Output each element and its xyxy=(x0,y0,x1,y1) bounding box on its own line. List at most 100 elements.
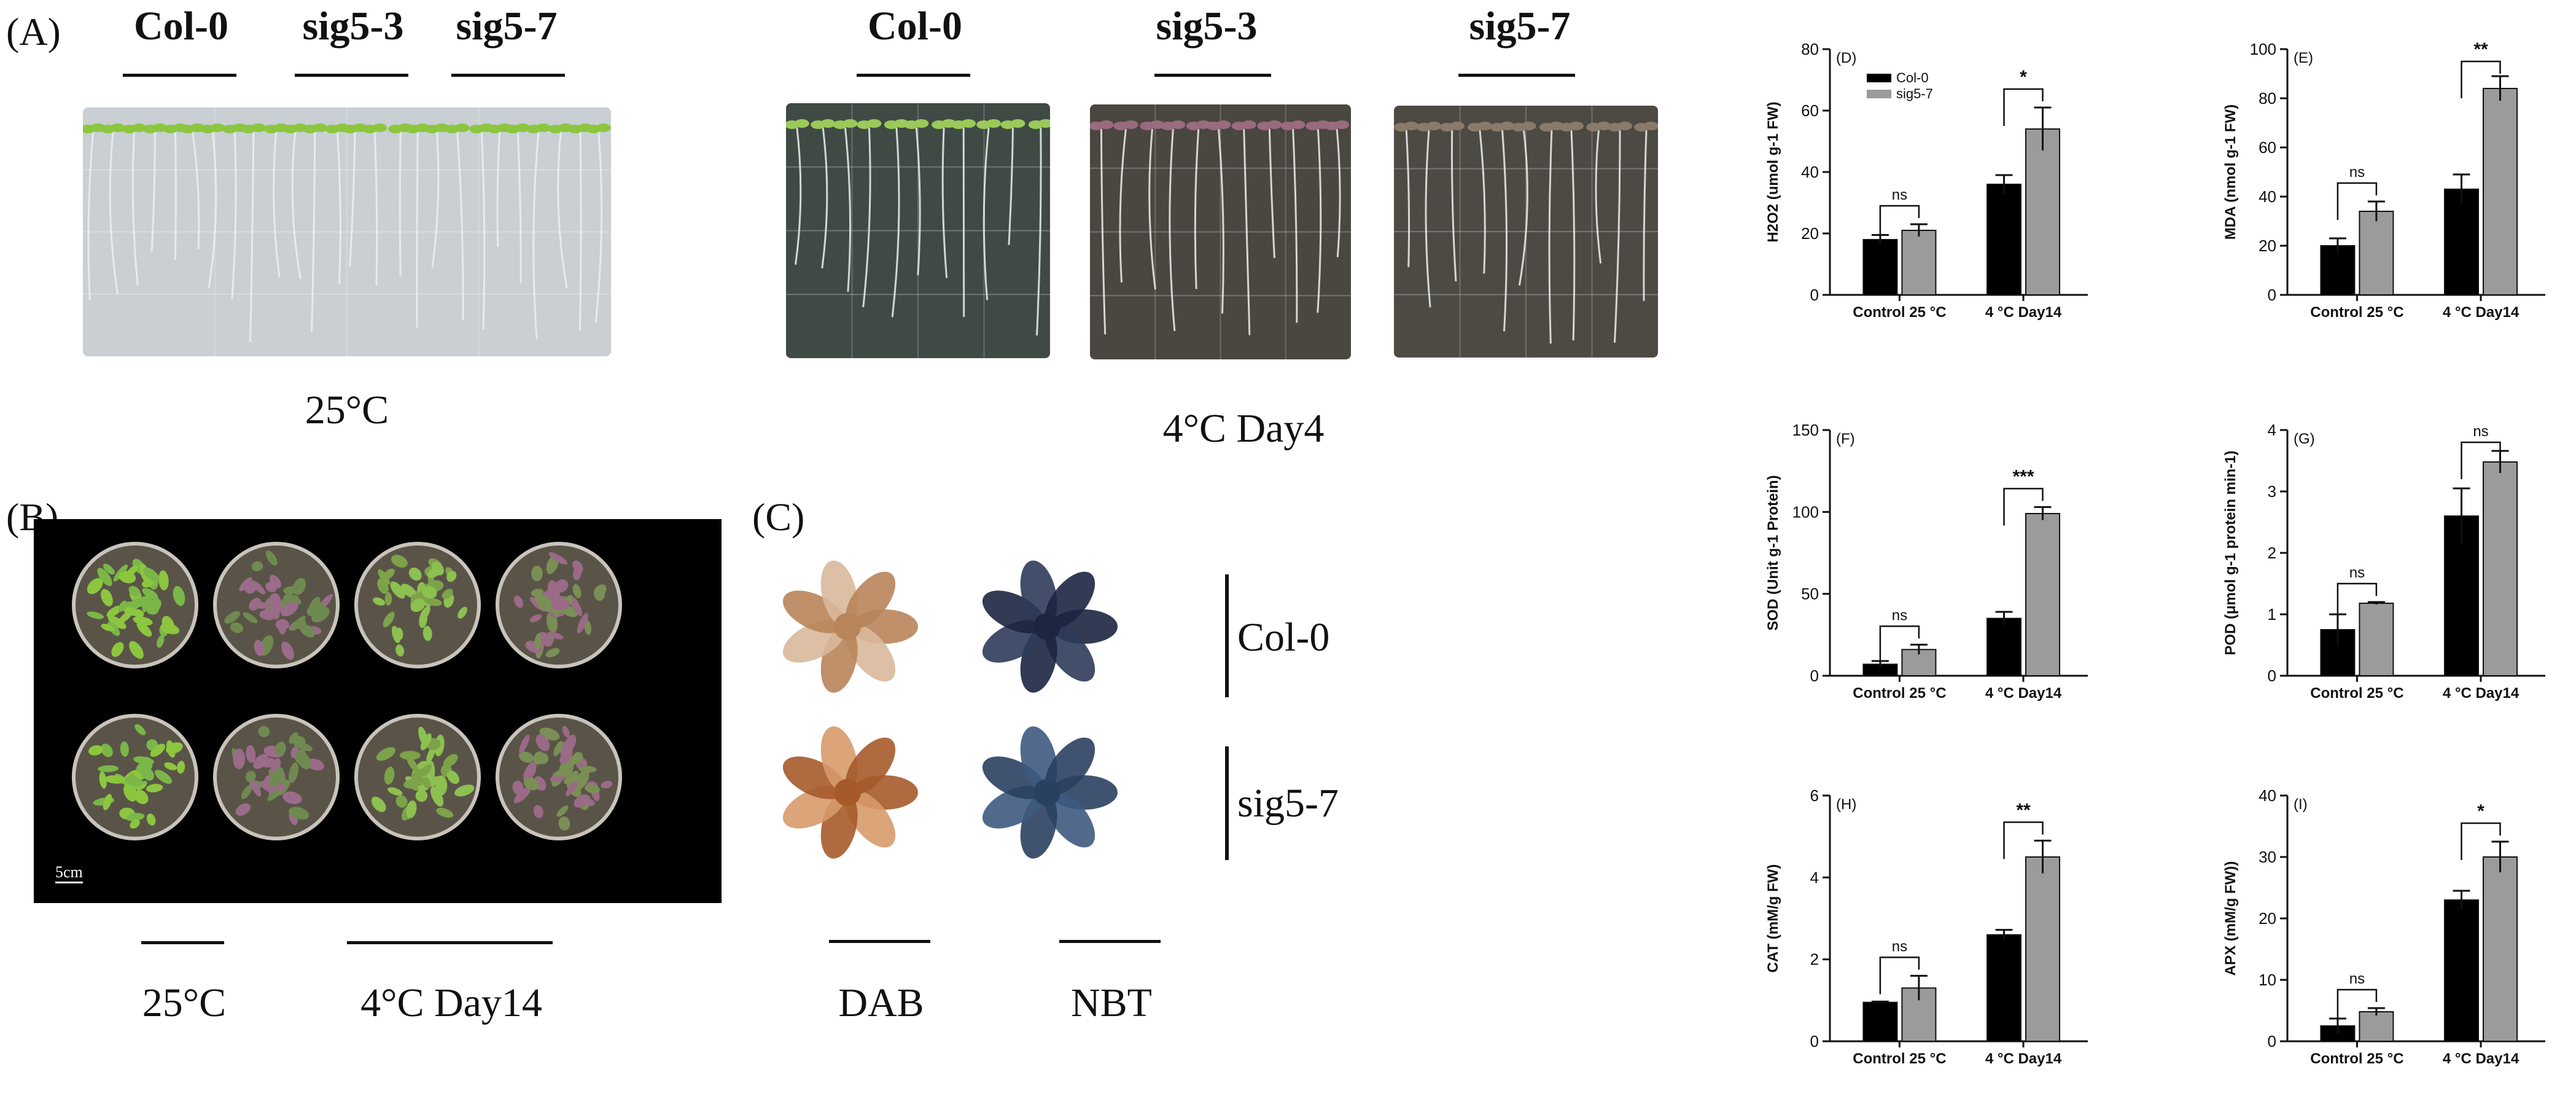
y-axis-label: APX (mM/g FW)) xyxy=(2222,861,2239,976)
bar-col-0 xyxy=(1863,1003,1897,1041)
y-tick-label: 60 xyxy=(2259,138,2276,157)
legend-swatch-col-0 xyxy=(1867,74,1891,82)
seedling-leaf xyxy=(961,119,976,128)
stained-rosette-center xyxy=(834,613,861,640)
seedling-plate-photo-cold-col0 xyxy=(786,103,1050,358)
bar-sig5-7 xyxy=(1902,230,1936,295)
chart-panel-letter: (E) xyxy=(2294,50,2313,66)
y-tick-label: 100 xyxy=(2250,40,2276,58)
seedling-root xyxy=(175,132,176,260)
seedling-leaf xyxy=(313,123,327,132)
row-label-col0: Col-0 xyxy=(1237,614,1372,661)
bar-sig5-7 xyxy=(2359,211,2393,295)
row-bracket-sig57 xyxy=(1225,746,1229,860)
significance-label: * xyxy=(2477,801,2485,821)
bar-sig5-7 xyxy=(2026,129,2060,295)
seedling-plate-photo-cold-sig57 xyxy=(1394,106,1658,358)
stained-rosette-center xyxy=(834,779,861,806)
seedling-leaf xyxy=(1099,120,1113,129)
seedling-leaf xyxy=(1477,122,1492,130)
y-tick-label: 2 xyxy=(1810,950,1819,969)
y-axis-label: SOD (Unit g-1 Protein) xyxy=(1765,475,1781,630)
rosette-leaf xyxy=(531,566,543,582)
genotype-underline xyxy=(123,74,236,77)
y-tick-label: 40 xyxy=(2259,187,2276,206)
bar-col-0 xyxy=(2445,900,2478,1041)
seedling-leaf xyxy=(1569,122,1584,130)
y-tick-label: 80 xyxy=(1801,40,1819,58)
significance-label: * xyxy=(2020,67,2027,87)
seedling-leaf xyxy=(372,123,387,132)
significance-label: ** xyxy=(2016,800,2031,820)
chart-panel-letter: (D) xyxy=(1836,50,1856,66)
condition-label-4c-day4: 4°C Day4 xyxy=(1099,405,1388,452)
stained-leaves-photo xyxy=(758,534,1200,878)
y-tick-label: 40 xyxy=(1801,163,1819,181)
seedling-leaf xyxy=(866,119,881,128)
rosette-pots-photo: 5cm xyxy=(34,519,722,903)
stain-underline xyxy=(829,940,930,943)
significance-label: ns xyxy=(2349,971,2365,987)
genotype-underline xyxy=(857,74,970,77)
genotype-underline xyxy=(451,74,565,77)
bar-col-0 xyxy=(1863,240,1897,295)
y-axis-label: MDA (nmol g-1 FW) xyxy=(2222,104,2239,240)
seedling-leaf xyxy=(820,119,835,128)
x-category-label: Control 25 °C xyxy=(2310,304,2403,321)
significance-label: ns xyxy=(1892,607,1907,624)
genotype-label-sig57-a-left: sig5-7 xyxy=(430,3,583,50)
y-tick-label: 6 xyxy=(1810,786,1819,805)
seedling-leaf xyxy=(795,119,809,128)
seedling-leaf xyxy=(1123,120,1138,129)
legend-label: Col-0 xyxy=(1896,70,1929,85)
seedling-leaf xyxy=(251,123,266,132)
bar-sig5-7 xyxy=(2483,857,2517,1041)
bar-sig5-7 xyxy=(2483,462,2517,676)
x-category-label: 4 °C Day14 xyxy=(1985,304,2062,321)
seedling-root xyxy=(417,132,418,327)
y-tick-label: 0 xyxy=(2268,286,2276,304)
y-axis-label: H2O2 (umol g-1 FW) xyxy=(1765,101,1781,242)
seedling-leaf xyxy=(1267,120,1282,129)
bar-sig5-7 xyxy=(2483,88,2517,295)
seedling-leaf xyxy=(1617,122,1632,130)
stained-rosette-center xyxy=(1033,613,1060,640)
y-tick-label: 4 xyxy=(2268,421,2276,439)
chart-panel-letter: (H) xyxy=(1836,796,1856,813)
genotype-underline xyxy=(1154,74,1271,77)
significance-label: *** xyxy=(2012,466,2034,487)
seedling-plate-photo-25c xyxy=(83,108,611,356)
y-tick-label: 3 xyxy=(2268,482,2276,501)
significance-label: ns xyxy=(2349,164,2365,181)
row-label-sig57: sig5-7 xyxy=(1237,780,1372,827)
x-category-label: Control 25 °C xyxy=(1853,1050,1946,1067)
y-axis-label: POD (μmol g-1 protein min-1) xyxy=(2222,450,2239,655)
significance-label: ** xyxy=(2473,39,2488,60)
chart-panel-letter: (I) xyxy=(2294,796,2308,813)
y-tick-label: 20 xyxy=(2259,909,2276,928)
genotype-label-col0-a-right: Col-0 xyxy=(838,3,992,50)
genotype-label-sig53-a-left: sig5-3 xyxy=(276,3,430,50)
condition-underline xyxy=(347,941,553,944)
y-tick-label: 0 xyxy=(1810,286,1819,304)
y-tick-label: 1 xyxy=(2268,605,2276,624)
y-tick-label: 0 xyxy=(1810,1032,1819,1050)
x-category-label: 4 °C Day14 xyxy=(1985,1050,2062,1067)
y-tick-label: 60 xyxy=(1801,101,1819,120)
stain-label-nbt: NBT xyxy=(1047,980,1176,1027)
x-category-label: Control 25 °C xyxy=(2310,685,2403,702)
x-category-label: Control 25 °C xyxy=(1853,304,1946,321)
y-tick-label: 0 xyxy=(2268,667,2276,685)
seedling-leaf xyxy=(1216,120,1231,129)
seedling-leaf xyxy=(1334,120,1349,129)
bar-sig5-7 xyxy=(2026,857,2060,1041)
x-category-label: 4 °C Day14 xyxy=(2443,1050,2520,1067)
seedling-leaf xyxy=(1450,122,1465,130)
x-category-label: Control 25 °C xyxy=(2310,1050,2403,1067)
bar-col-0 xyxy=(2445,189,2478,295)
seedling-leaf xyxy=(986,119,1001,128)
